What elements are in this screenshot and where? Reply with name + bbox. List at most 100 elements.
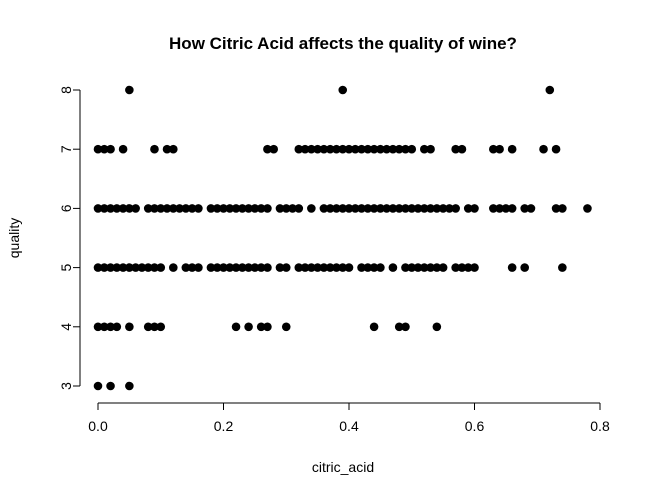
data-point xyxy=(300,144,310,154)
x-tick-label: 0.4 xyxy=(339,418,359,434)
data-point xyxy=(93,144,103,154)
data-point xyxy=(118,144,128,154)
data-point xyxy=(376,263,385,272)
data-point xyxy=(507,204,517,213)
data-point xyxy=(250,204,260,213)
data-point xyxy=(432,263,442,272)
data-point xyxy=(357,144,366,154)
data-point xyxy=(294,263,304,272)
data-point xyxy=(407,263,417,272)
data-point xyxy=(143,204,153,213)
data-point xyxy=(489,144,498,154)
data-point xyxy=(99,322,109,332)
data-point xyxy=(388,204,398,213)
data-point xyxy=(231,263,241,272)
data-point xyxy=(501,204,511,213)
data-point xyxy=(307,144,316,154)
data-point xyxy=(388,144,398,154)
data-point xyxy=(363,263,373,272)
data-point xyxy=(319,263,329,272)
y-tick-label: 7 xyxy=(58,145,74,153)
data-point xyxy=(463,263,473,272)
chart-title: How Citric Acid affects the quality of w… xyxy=(169,34,517,53)
data-point xyxy=(507,263,517,272)
data-point xyxy=(520,263,529,272)
data-point xyxy=(451,204,460,213)
data-point xyxy=(169,204,178,213)
data-point xyxy=(162,204,172,213)
data-point xyxy=(131,263,140,272)
x-axis: 0.0 0.2 0.4 0.6 0.8 xyxy=(88,402,610,434)
data-point xyxy=(294,204,304,213)
data-point xyxy=(319,204,329,213)
data-point xyxy=(281,204,291,213)
data-point xyxy=(313,263,322,272)
data-point xyxy=(407,144,417,154)
data-point xyxy=(382,144,391,154)
data-point xyxy=(357,204,366,213)
x-tick-label: 0.2 xyxy=(214,418,234,434)
data-point xyxy=(545,85,555,95)
data-point xyxy=(526,204,536,213)
data-point xyxy=(238,204,247,213)
data-point xyxy=(125,204,134,213)
data-point xyxy=(369,263,379,272)
data-point xyxy=(445,204,454,213)
data-point xyxy=(93,322,103,332)
data-point xyxy=(288,204,297,213)
data-point xyxy=(275,204,285,213)
data-point xyxy=(137,263,147,272)
data-point xyxy=(457,263,467,272)
data-point xyxy=(432,322,442,332)
data-point xyxy=(212,204,222,213)
data-point xyxy=(118,204,128,213)
data-point xyxy=(363,204,373,213)
data-point xyxy=(558,263,567,272)
data-point xyxy=(169,144,178,154)
data-point xyxy=(231,322,241,332)
data-point xyxy=(551,204,561,213)
data-point xyxy=(495,144,504,154)
data-point xyxy=(281,263,291,272)
data-point xyxy=(332,204,341,213)
data-point xyxy=(162,144,172,154)
data-point xyxy=(125,263,134,272)
data-point xyxy=(507,144,517,154)
x-tick-label: 0.0 xyxy=(88,418,108,434)
data-point xyxy=(106,381,115,391)
data-point xyxy=(175,204,184,213)
y-axis: 3 4 5 6 7 8 xyxy=(58,86,81,390)
data-point xyxy=(206,204,216,213)
data-point xyxy=(294,144,304,154)
data-point xyxy=(438,204,448,213)
data-point xyxy=(369,204,379,213)
data-point xyxy=(231,204,241,213)
data-point xyxy=(325,144,335,154)
data-point xyxy=(332,144,341,154)
data-point xyxy=(118,263,128,272)
x-tick-label: 0.8 xyxy=(590,418,610,434)
data-point xyxy=(382,204,391,213)
data-point xyxy=(93,381,103,391)
data-point xyxy=(338,204,348,213)
data-point xyxy=(338,85,348,95)
data-point xyxy=(143,322,153,332)
data-point xyxy=(244,322,253,332)
data-point xyxy=(451,144,460,154)
data-point xyxy=(432,204,442,213)
data-point xyxy=(407,204,417,213)
data-point xyxy=(206,263,216,272)
data-point xyxy=(99,204,109,213)
data-point xyxy=(106,204,115,213)
data-point xyxy=(307,204,316,213)
data-point xyxy=(420,263,429,272)
data-point xyxy=(106,322,115,332)
data-point xyxy=(194,204,203,213)
data-point xyxy=(219,263,228,272)
data-point xyxy=(325,263,335,272)
data-point xyxy=(319,144,329,154)
data-point xyxy=(150,144,159,154)
data-point xyxy=(256,263,266,272)
data-point xyxy=(281,322,291,332)
